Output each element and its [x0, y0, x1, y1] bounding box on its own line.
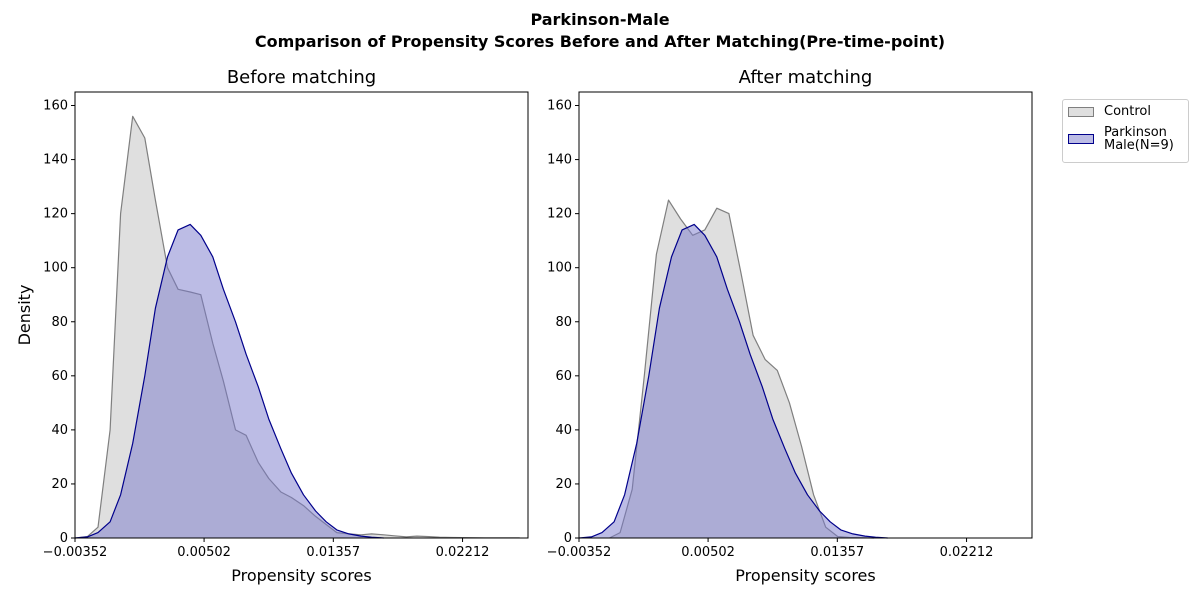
y-tick-label: 160 — [43, 99, 68, 114]
density-line-parkinson — [579, 223, 888, 539]
y-tick-label: 20 — [51, 477, 68, 492]
y-tick-label: 80 — [555, 315, 572, 330]
x-axis-label: Propensity scores — [231, 566, 371, 585]
x-tick-label: 0.02212 — [940, 545, 994, 560]
legend-swatch-parkinson — [1068, 134, 1094, 144]
legend: Control Parkinson Male(N=9) — [1062, 99, 1189, 163]
x-tick-label: 0.02212 — [436, 545, 490, 560]
x-tick-label: 0.01357 — [810, 545, 864, 560]
y-tick-label: 120 — [43, 207, 68, 222]
legend-entry-control: Control — [1068, 105, 1151, 118]
x-tick-label: −0.00352 — [547, 545, 612, 560]
y-tick-label: 60 — [51, 369, 68, 384]
plot-frame — [74, 91, 529, 539]
y-tick-label: 100 — [547, 261, 572, 276]
panel-title: Before matching — [227, 67, 376, 88]
figure-subtitle: Comparison of Propensity Scores Before a… — [254, 32, 946, 51]
y-tick-label: 40 — [555, 423, 572, 438]
x-axis-label: Propensity scores — [735, 566, 875, 585]
legend-label-line-2: Male(N=9) — [1104, 138, 1174, 153]
legend-swatch-control — [1068, 107, 1094, 117]
y-axis-label: Density — [15, 285, 34, 346]
density-fill-parkinson — [75, 224, 384, 538]
y-tick-label: 120 — [547, 207, 572, 222]
x-tick-label: 0.00502 — [681, 545, 735, 560]
legend-entry-parkinson: Parkinson Male(N=9) — [1068, 126, 1174, 152]
plot-frame — [578, 91, 1033, 539]
panel-1 — [71, 91, 529, 542]
panel-title: After matching — [739, 67, 873, 88]
legend-label-line-1: Parkinson — [1104, 125, 1167, 140]
y-tick-label: 100 — [43, 261, 68, 276]
x-tick-label: 0.00502 — [177, 545, 231, 560]
y-tick-label: 0 — [60, 531, 68, 546]
figure-title: Parkinson-Male — [530, 10, 670, 29]
legend-label-control: Control — [1104, 104, 1151, 119]
panel-2 — [575, 91, 1033, 542]
y-tick-label: 60 — [555, 369, 572, 384]
y-tick-label: 20 — [555, 477, 572, 492]
x-tick-label: −0.00352 — [43, 545, 108, 560]
y-tick-label: 0 — [564, 531, 572, 546]
density-line-parkinson — [75, 223, 384, 539]
y-tick-label: 40 — [51, 423, 68, 438]
legend-label-parkinson: Parkinson Male(N=9) — [1104, 126, 1174, 152]
y-tick-label: 80 — [51, 315, 68, 330]
y-tick-label: 140 — [547, 153, 572, 168]
density-fill-parkinson — [579, 224, 888, 538]
y-tick-label: 140 — [43, 153, 68, 168]
y-tick-label: 160 — [547, 99, 572, 114]
x-tick-label: 0.01357 — [306, 545, 360, 560]
